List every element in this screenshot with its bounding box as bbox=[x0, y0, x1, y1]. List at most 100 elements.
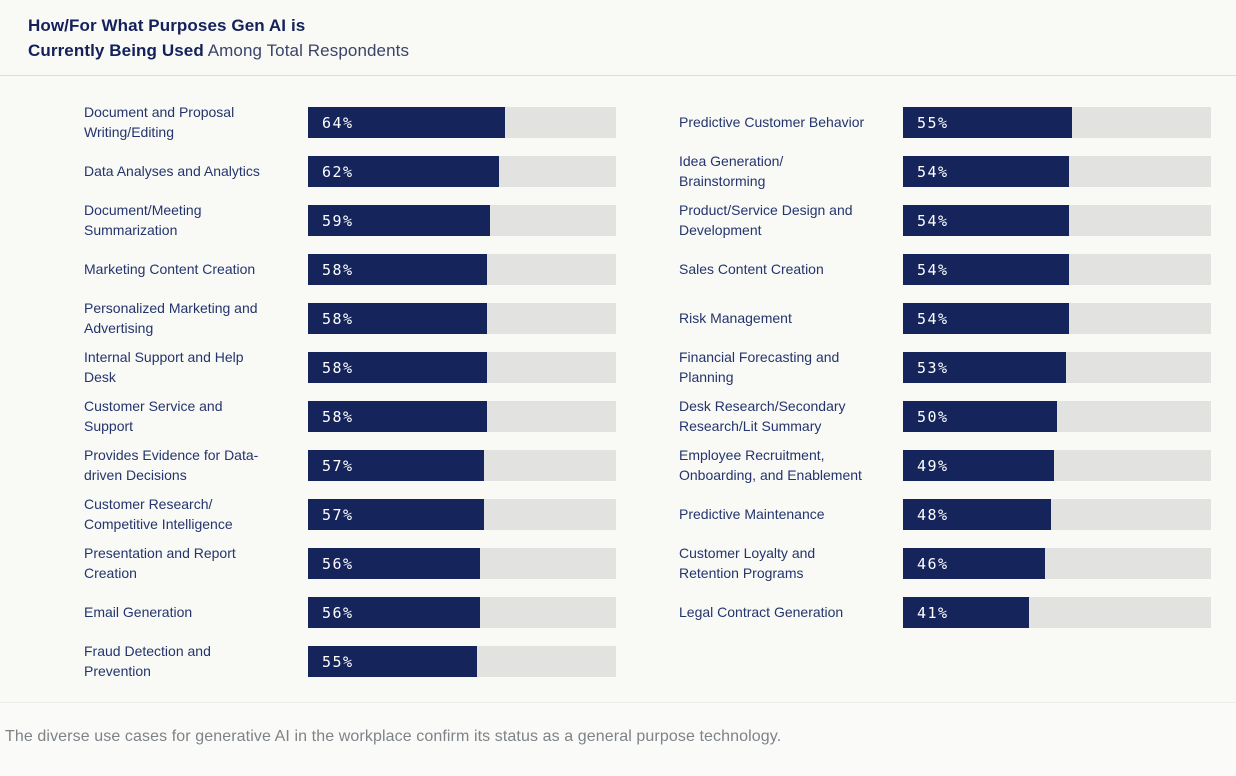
bar-track: 49% bbox=[903, 450, 1211, 481]
bar-fill: 59% bbox=[308, 205, 490, 236]
bar-value: 55% bbox=[917, 113, 949, 132]
bar-track: 58% bbox=[308, 352, 616, 383]
bar-fill: 56% bbox=[308, 548, 481, 579]
row-label: Predictive Maintenance bbox=[679, 505, 825, 522]
bar-chart-column-left: Document and Proposal Writing/Editing 64%… bbox=[84, 98, 616, 686]
bar-track: 62% bbox=[308, 156, 616, 187]
row-label: Document/Meeting Summarization bbox=[84, 202, 202, 238]
bar-fill: 41% bbox=[903, 597, 1030, 628]
row-label: Provides Evidence for Data- driven Decis… bbox=[84, 447, 259, 483]
row-label: Employee Recruitment, Onboarding, and En… bbox=[679, 447, 862, 483]
chart-row: Sales Content Creation 54% bbox=[679, 245, 1211, 294]
bar-fill: 54% bbox=[903, 254, 1070, 285]
row-label: Predictive Customer Behavior bbox=[679, 113, 865, 130]
chart-row: Personalized Marketing and Advertising 58… bbox=[84, 294, 616, 343]
row-label: Desk Research/Secondary Research/Lit Sum… bbox=[679, 398, 846, 434]
bar-value: 58% bbox=[322, 309, 354, 328]
bar-fill: 50% bbox=[903, 401, 1057, 432]
bar-track: 54% bbox=[903, 205, 1211, 236]
bar-fill: 56% bbox=[308, 597, 481, 628]
bar-track: 46% bbox=[903, 548, 1211, 579]
row-label: Risk Management bbox=[679, 309, 792, 326]
bar-chart-column-right: Predictive Customer Behavior 55% Idea Gene… bbox=[679, 98, 1211, 686]
row-label: Sales Content Creation bbox=[679, 260, 824, 277]
page-title-line2: Currently Being Used Among Total Respond… bbox=[28, 38, 1208, 63]
chart-row: Predictive Customer Behavior 55% bbox=[679, 98, 1211, 147]
bar-value: 56% bbox=[322, 603, 354, 622]
row-label: Customer Research/ Competitive Intellige… bbox=[84, 496, 233, 532]
bar-value: 62% bbox=[322, 162, 354, 181]
bar-track: 54% bbox=[903, 254, 1211, 285]
row-label: Marketing Content Creation bbox=[84, 260, 256, 277]
bar-value: 54% bbox=[917, 211, 949, 230]
bar-track: 48% bbox=[903, 499, 1211, 530]
bar-value: 57% bbox=[322, 505, 354, 524]
bar-track: 54% bbox=[903, 303, 1211, 334]
chart-row: Fraud Detection and Prevention 55% bbox=[84, 637, 616, 686]
chart-row: Employee Recruitment, Onboarding, and En… bbox=[679, 441, 1211, 490]
bar-fill: 58% bbox=[308, 401, 487, 432]
chart-row: Customer Service and Support 58% bbox=[84, 392, 616, 441]
bar-fill: 55% bbox=[308, 646, 478, 677]
chart-row: Data Analyses and Analytics 62% bbox=[84, 147, 616, 196]
chart-row: Document and Proposal Writing/Editing 64% bbox=[84, 98, 616, 147]
footer: The diverse use cases for generative AI … bbox=[0, 702, 1236, 776]
bar-chart: Document and Proposal Writing/Editing 64%… bbox=[0, 76, 1236, 686]
bar-value: 58% bbox=[322, 260, 354, 279]
page-title-bold: Currently Being Used bbox=[28, 41, 204, 60]
bar-value: 54% bbox=[917, 309, 949, 328]
bar-fill: 58% bbox=[308, 303, 487, 334]
page-title-line1: How/For What Purposes Gen AI is bbox=[28, 16, 306, 35]
row-label: Product/Service Design and Development bbox=[679, 202, 853, 238]
bar-value: 59% bbox=[322, 211, 354, 230]
bar-track: 53% bbox=[903, 352, 1211, 383]
chart-row: Predictive Maintenance 48% bbox=[679, 490, 1211, 539]
bar-value: 48% bbox=[917, 505, 949, 524]
bar-value: 50% bbox=[917, 407, 949, 426]
bar-track: 54% bbox=[903, 156, 1211, 187]
bar-track: 55% bbox=[903, 107, 1211, 138]
bar-track: 57% bbox=[308, 499, 616, 530]
row-label: Financial Forecasting and Planning bbox=[679, 349, 840, 385]
bar-fill: 46% bbox=[903, 548, 1045, 579]
bar-fill: 64% bbox=[308, 107, 506, 138]
chart-row: Customer Loyalty and Retention Programs 4… bbox=[679, 539, 1211, 588]
chart-row: Legal Contract Generation 41% bbox=[679, 588, 1211, 637]
bar-fill: 58% bbox=[308, 352, 487, 383]
row-label: Customer Service and Support bbox=[84, 398, 223, 434]
chart-row: Provides Evidence for Data- driven Decis… bbox=[84, 441, 616, 490]
bar-track: 58% bbox=[308, 303, 616, 334]
bar-track: 41% bbox=[903, 597, 1211, 628]
chart-row: Document/Meeting Summarization 59% bbox=[84, 196, 616, 245]
bar-fill: 58% bbox=[308, 254, 487, 285]
bar-value: 46% bbox=[917, 554, 949, 573]
bar-fill: 57% bbox=[308, 499, 484, 530]
bar-track: 64% bbox=[308, 107, 616, 138]
page-title-regular: Among Total Respondents bbox=[203, 41, 410, 60]
row-label: Internal Support and Help Desk bbox=[84, 349, 244, 385]
bar-value: 53% bbox=[917, 358, 949, 377]
bar-value: 54% bbox=[917, 260, 949, 279]
bar-track: 59% bbox=[308, 205, 616, 236]
chart-row: Risk Management 54% bbox=[679, 294, 1211, 343]
chart-row: Product/Service Design and Development 54… bbox=[679, 196, 1211, 245]
chart-row: Internal Support and Help Desk 58% bbox=[84, 343, 616, 392]
bar-fill: 54% bbox=[903, 205, 1070, 236]
chart-row: Presentation and Report Creation 56% bbox=[84, 539, 616, 588]
bar-value: 56% bbox=[322, 554, 354, 573]
bar-fill: 57% bbox=[308, 450, 484, 481]
bar-track: 56% bbox=[308, 597, 616, 628]
bar-fill: 62% bbox=[308, 156, 499, 187]
chart-row: Idea Generation/ Brainstorming 54% bbox=[679, 147, 1211, 196]
row-label: Fraud Detection and Prevention bbox=[84, 643, 211, 679]
bar-track: 57% bbox=[308, 450, 616, 481]
row-label: Presentation and Report Creation bbox=[84, 545, 236, 581]
bar-value: 58% bbox=[322, 358, 354, 377]
chart-header: How/For What Purposes Gen AI is Currentl… bbox=[0, 0, 1236, 76]
row-label: Personalized Marketing and Advertising bbox=[84, 300, 258, 336]
chart-row: Email Generation 56% bbox=[84, 588, 616, 637]
chart-row: Desk Research/Secondary Research/Lit Sum… bbox=[679, 392, 1211, 441]
bar-value: 49% bbox=[917, 456, 949, 475]
row-label: Document and Proposal Writing/Editing bbox=[84, 104, 235, 140]
bar-fill: 55% bbox=[903, 107, 1073, 138]
